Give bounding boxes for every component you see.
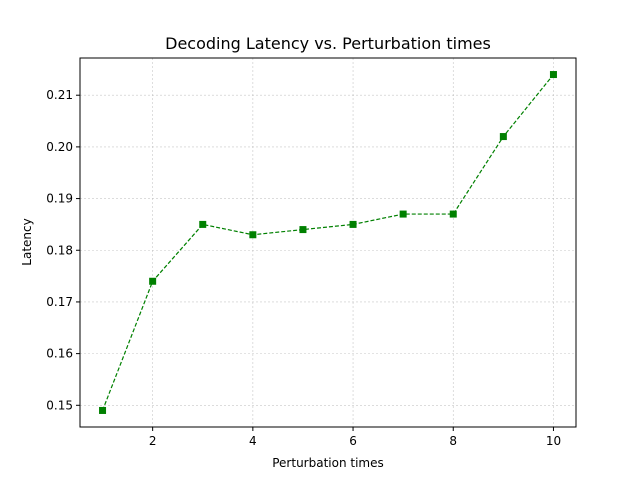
x-tick-label: 2 [149, 434, 157, 448]
data-point-marker [149, 277, 157, 285]
y-tick-label: 0.19 [46, 192, 73, 206]
chart-title: Decoding Latency vs. Perturbation times [165, 34, 491, 53]
y-axis-label: Latency [20, 218, 34, 265]
series [99, 71, 557, 414]
data-point-marker [449, 210, 457, 218]
y-tick-label: 0.15 [46, 398, 73, 412]
data-point-marker [99, 406, 107, 414]
x-axis: 2 4 6 8 10 [149, 427, 561, 448]
data-point-marker [349, 220, 357, 228]
x-tick-label: 8 [449, 434, 457, 448]
x-axis-label: Perturbation times [272, 456, 384, 470]
y-tick-label: 0.18 [46, 243, 73, 257]
plot-area [79, 57, 577, 428]
y-tick-label: 0.17 [46, 295, 73, 309]
data-point-marker [499, 133, 507, 141]
data-point-marker [249, 231, 257, 239]
x-tick-label: 4 [249, 434, 257, 448]
y-axis: 0.15 0.16 0.17 0.18 0.19 0.20 0.21 [46, 88, 80, 412]
grid [80, 58, 576, 427]
data-point-marker [399, 210, 407, 218]
y-tick-label: 0.16 [46, 347, 73, 361]
data-point-marker [299, 226, 307, 234]
y-tick-label: 0.21 [46, 88, 73, 102]
series-line [101, 74, 554, 411]
x-tick-label: 6 [349, 434, 357, 448]
data-point-marker [199, 220, 207, 228]
x-tick-label: 10 [546, 434, 561, 448]
data-point-marker [549, 71, 557, 79]
y-tick-label: 0.20 [46, 140, 73, 154]
